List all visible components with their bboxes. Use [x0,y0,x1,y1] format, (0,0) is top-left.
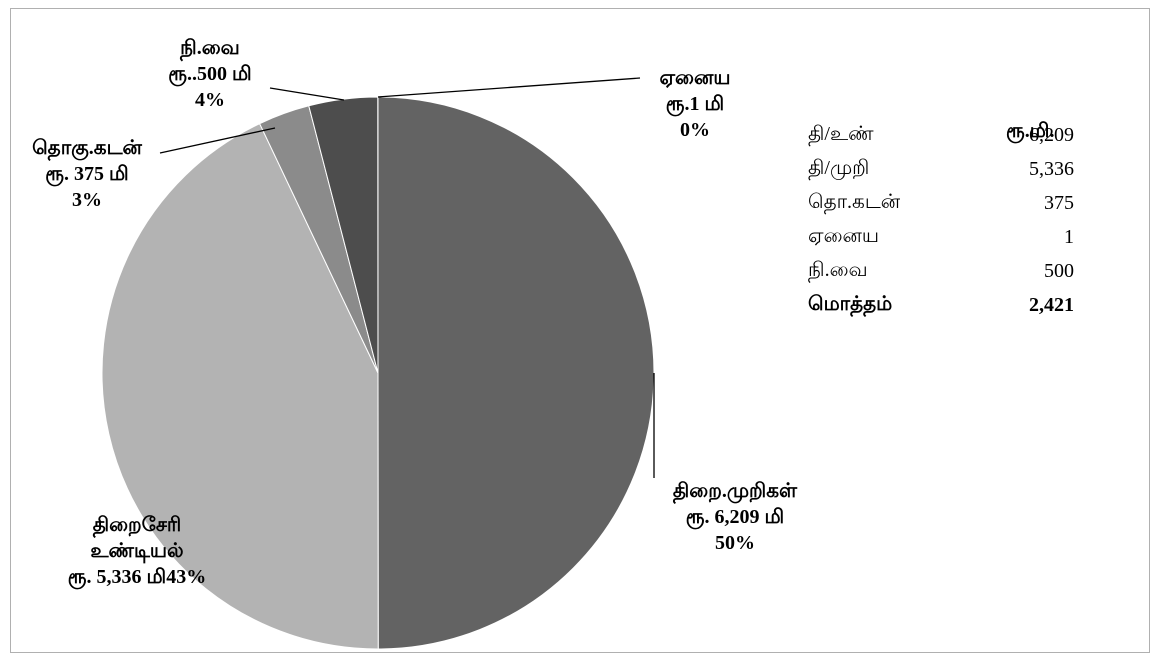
row-value: 375 [1044,191,1074,214]
row-value: 1 [1064,225,1074,248]
table-row: நி.வை 500 [808,254,1074,288]
row-value: 500 [1044,259,1074,282]
row-name: நி.வை [808,258,868,281]
legend-header: ரூ.மி. [1006,120,1055,142]
slice-label-bills: திறைசேரி உண்டியல் ரூ. 5,336 மி43% [67,514,207,588]
table-row: ஏனைய 1 [808,220,1074,254]
table-row-total: மொத்தம் 2,421 [808,288,1074,322]
slice-bills [101,122,379,650]
total-value: 2,421 [1029,293,1074,316]
slice-label-bonds: திறை.முறிகள் ரூ. 6,209 மி 50% [672,480,798,554]
row-name: தி/உண் [808,122,874,145]
slice-label-other: ஏனைய ரூ.1 மி 0% [659,67,731,141]
total-name: மொத்தம் [808,292,893,315]
leader-line-deposits [269,87,345,101]
row-name: தி/முறி [808,156,870,179]
row-value: 6,209 [1029,123,1074,146]
slice-bonds [377,96,655,650]
row-name: தொ.கடன் [808,190,901,213]
table-row: தி/முறி 5,336 [808,152,1074,186]
legend-table: தி/உண் 6,209 தி/முறி 5,336 தொ.கடன் 375 ஏ… [808,118,1074,322]
slice-label-deposits: நி.வை ரூ..500 மி 4% [168,37,252,111]
row-name: ஏனைய [808,224,880,247]
row-value: 5,336 [1029,157,1074,180]
table-row: தொ.கடன் 375 [808,186,1074,220]
leader-line-other [377,77,641,98]
table-row: தி/உண் 6,209 [808,118,1074,152]
leader-line-loans [159,127,276,154]
slice-label-loans: தொகு.கடன் ரூ. 375 மி 3% [32,137,142,211]
